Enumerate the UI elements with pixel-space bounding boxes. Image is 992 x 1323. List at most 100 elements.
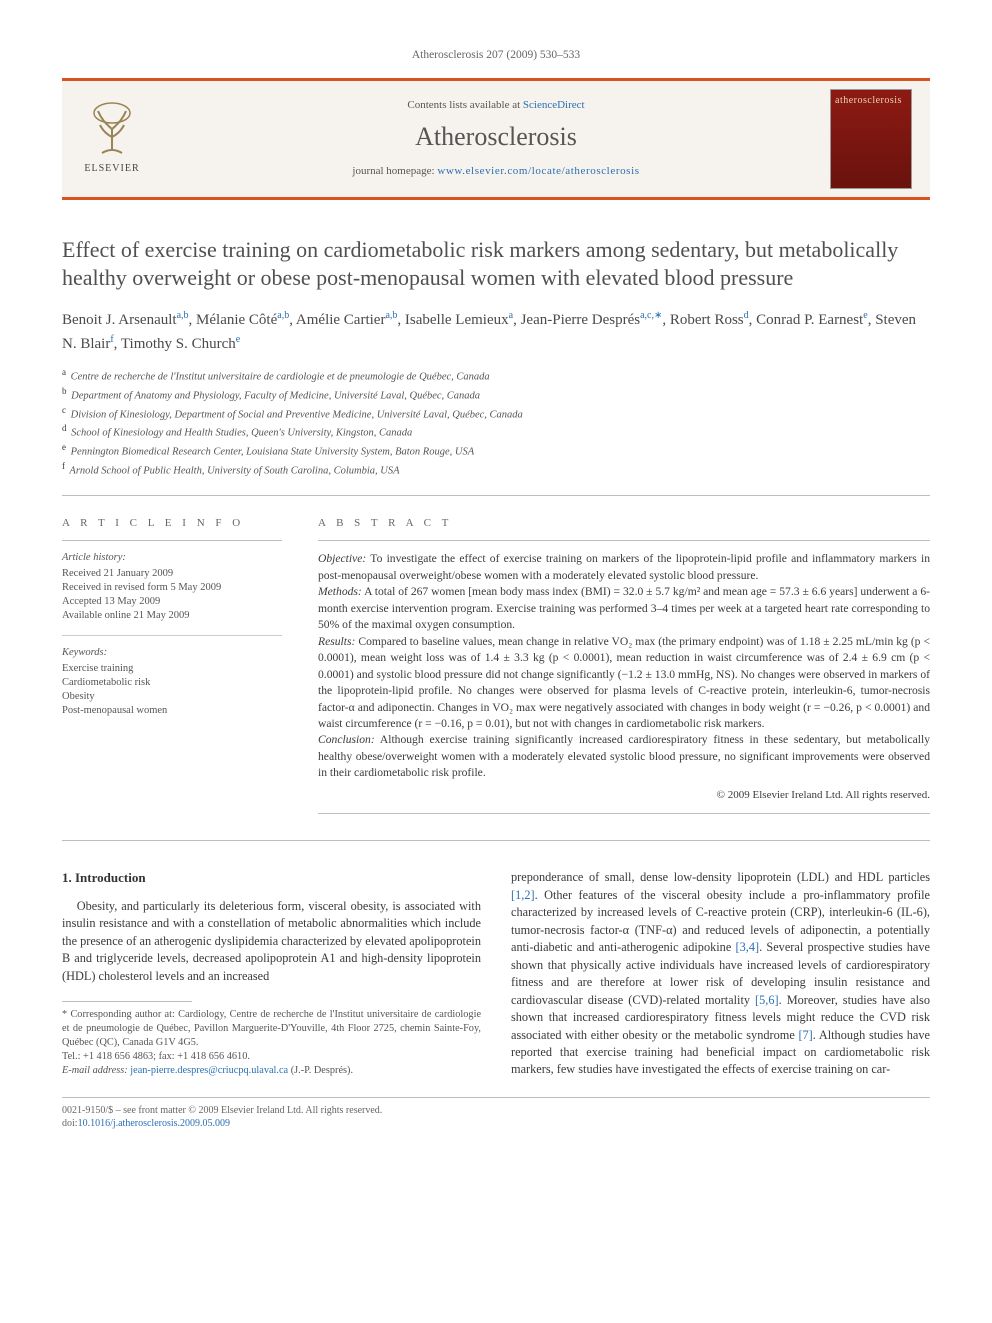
citation-link[interactable]: [1,2] [511, 888, 535, 902]
publisher-label: ELSEVIER [84, 162, 139, 176]
divider [62, 495, 930, 496]
keyword-line: Exercise training [62, 662, 282, 676]
body-columns: 1. Introduction Obesity, and particularl… [62, 869, 930, 1078]
affil-key: f [62, 461, 65, 471]
author-name: Mélanie Côté [196, 312, 277, 328]
author-affil-sup: e [863, 310, 867, 321]
journal-cover-thumb: atherosclerosis [830, 89, 912, 189]
body-paragraph: Obesity, and particularly its deleteriou… [62, 898, 481, 985]
contents-line: Contents lists available at ScienceDirec… [172, 98, 820, 113]
affil-key: e [62, 442, 66, 452]
divider [318, 540, 930, 541]
author-name: Conrad P. Earnest [756, 312, 863, 328]
homepage-link[interactable]: www.elsevier.com/locate/atherosclerosis [437, 165, 639, 177]
journal-name: Atherosclerosis [172, 119, 820, 154]
affiliation-line: d School of Kinesiology and Health Studi… [62, 422, 930, 441]
footer-copyright: 0021-9150/$ – see front matter © 2009 El… [62, 1104, 382, 1118]
author-name: Isabelle Lemieux [405, 312, 509, 328]
author-name: Jean-Pierre Després [521, 312, 641, 328]
author-name: Amélie Cartier [296, 312, 386, 328]
history-heading: Article history: [62, 551, 282, 565]
abs-obj-label: Objective: [318, 552, 366, 565]
history-line: Available online 21 May 2009 [62, 609, 282, 623]
citation-link[interactable]: [5,6] [755, 993, 779, 1007]
divider [318, 813, 930, 814]
abs-conc-text: Although exercise training significantly… [318, 733, 930, 779]
affil-text: Division of Kinesiology, Department of S… [68, 409, 523, 420]
author-affil-sup: f [110, 334, 113, 345]
author-affil-sup: d [744, 310, 749, 321]
email-label: E-mail address: [62, 1065, 130, 1076]
running-head: Atherosclerosis 207 (2009) 530–533 [62, 48, 930, 64]
divider [62, 635, 282, 636]
abstract-copyright: © 2009 Elsevier Ireland Ltd. All rights … [318, 788, 930, 804]
section-number: 1. [62, 870, 72, 885]
affil-key: a [62, 367, 66, 377]
abs-conc-label: Conclusion: [318, 733, 375, 746]
publisher-logo: ELSEVIER [72, 99, 152, 179]
affil-text: Arnold School of Public Health, Universi… [67, 465, 399, 476]
homepage-prefix: journal homepage: [352, 165, 437, 177]
abs-res-text: Compared to baseline values, mean change… [318, 635, 930, 730]
abs-meth-text: A total of 267 women [mean body mass ind… [318, 585, 930, 631]
corr-author-note: * Corresponding author at: Cardiology, C… [62, 1008, 481, 1050]
doi-link[interactable]: 10.1016/j.atherosclerosis.2009.05.009 [78, 1118, 230, 1129]
cover-title: atherosclerosis [835, 94, 907, 108]
divider [62, 1097, 930, 1098]
affil-text: Centre de recherche de l'Institut univer… [68, 372, 490, 383]
affil-key: d [62, 423, 67, 433]
affiliation-line: e Pennington Biomedical Research Center,… [62, 441, 930, 460]
journal-homepage: journal homepage: www.elsevier.com/locat… [172, 164, 820, 179]
affil-text: Department of Anatomy and Physiology, Fa… [69, 391, 481, 402]
keyword-line: Cardiometabolic risk [62, 676, 282, 690]
author-affil-sup: a,b [385, 310, 397, 321]
article-title: Effect of exercise training on cardiomet… [62, 236, 930, 292]
masthead: ELSEVIER Contents lists available at Sci… [62, 78, 930, 200]
author-name: Timothy S. Church [121, 336, 236, 352]
corr-email-line: E-mail address: jean-pierre.despres@criu… [62, 1064, 481, 1078]
article-info-heading: A R T I C L E I N F O [62, 516, 282, 531]
keywords-heading: Keywords: [62, 646, 282, 660]
abs-obj-text: To investigate the effect of exercise tr… [318, 552, 930, 581]
author-affil-sup: a,c,∗ [640, 310, 662, 321]
citation-link[interactable]: [7] [798, 1028, 812, 1042]
abstract-heading: A B S T R A C T [318, 516, 930, 531]
sciencedirect-link[interactable]: ScienceDirect [523, 99, 585, 111]
elsevier-tree-icon [80, 101, 144, 159]
body-paragraph: preponderance of small, dense low-densit… [511, 869, 930, 1078]
footnotes: * Corresponding author at: Cardiology, C… [62, 1008, 481, 1077]
divider [62, 540, 282, 541]
section-heading: 1. Introduction [62, 869, 481, 887]
affiliation-line: a Centre de recherche de l'Institut univ… [62, 366, 930, 385]
author-name: Benoit J. Arsenault [62, 312, 177, 328]
affil-key: c [62, 405, 66, 415]
contents-prefix: Contents lists available at [407, 99, 522, 111]
corr-label: * Corresponding author at: [62, 1009, 175, 1020]
corr-tel: Tel.: +1 418 656 4863; fax: +1 418 656 4… [62, 1050, 481, 1064]
keyword-line: Post-menopausal women [62, 704, 282, 718]
citation-link[interactable]: [3,4] [736, 940, 760, 954]
divider [62, 840, 930, 841]
article-info-block: Article history: Received 21 January 200… [62, 551, 282, 718]
history-line: Received in revised form 5 May 2009 [62, 581, 282, 595]
author-affil-sup: a,b [277, 310, 289, 321]
affil-text: Pennington Biomedical Research Center, L… [68, 447, 474, 458]
history-line: Accepted 13 May 2009 [62, 595, 282, 609]
abs-meth-label: Methods: [318, 585, 362, 598]
history-line: Received 21 January 2009 [62, 567, 282, 581]
abs-res-label: Results: [318, 635, 355, 648]
keyword-line: Obesity [62, 690, 282, 704]
abstract-text: Objective: To investigate the effect of … [318, 551, 930, 803]
affiliation-line: f Arnold School of Public Health, Univer… [62, 460, 930, 479]
page-footer: 0021-9150/$ – see front matter © 2009 El… [62, 1104, 930, 1131]
body-text: preponderance of small, dense low-densit… [511, 870, 930, 884]
affiliation-line: c Division of Kinesiology, Department of… [62, 404, 930, 423]
author-name: Robert Ross [670, 312, 744, 328]
doi-label: doi: [62, 1118, 78, 1129]
email-link[interactable]: jean-pierre.despres@criucpq.ulaval.ca [130, 1065, 288, 1076]
section-title: Introduction [75, 870, 146, 885]
affil-key: b [62, 386, 67, 396]
affiliation-line: b Department of Anatomy and Physiology, … [62, 385, 930, 404]
affil-text: School of Kinesiology and Health Studies… [69, 428, 413, 439]
affiliation-list: a Centre de recherche de l'Institut univ… [62, 366, 930, 478]
